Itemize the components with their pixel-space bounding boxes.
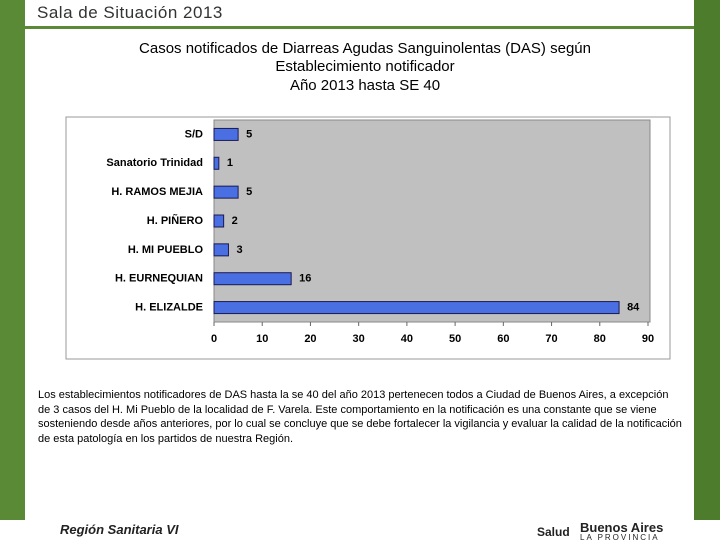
data-label: 2 bbox=[232, 215, 238, 227]
x-tick-label: 20 bbox=[304, 333, 316, 345]
x-tick-label: 30 bbox=[353, 333, 365, 345]
chart-subtitle: Año 2013 hasta SE 40 bbox=[289, 77, 441, 94]
bar bbox=[213, 301, 620, 315]
x-tick-label: 80 bbox=[594, 333, 606, 345]
chart-title: Casos notificados de Diarreas Agudas San… bbox=[139, 40, 591, 75]
data-label: 5 bbox=[246, 186, 252, 198]
bar bbox=[213, 214, 225, 228]
x-tick-label: 90 bbox=[642, 333, 654, 345]
data-label: 84 bbox=[627, 301, 640, 313]
bar bbox=[213, 185, 239, 199]
bar bbox=[213, 156, 220, 170]
y-tick-label: H. ELIZALDE bbox=[135, 301, 203, 313]
y-tick-label: H. EURNEQUIAN bbox=[115, 273, 203, 285]
data-label: 3 bbox=[236, 244, 242, 256]
bar bbox=[213, 243, 229, 257]
header-title: Sala de Situación 2013 bbox=[37, 3, 223, 22]
y-tick-label: S/D bbox=[185, 128, 203, 140]
plot-area bbox=[213, 119, 651, 323]
bar bbox=[213, 127, 239, 141]
footer-province: Buenos Aires bbox=[580, 520, 664, 535]
bar bbox=[213, 272, 292, 286]
x-tick-label: 70 bbox=[545, 333, 557, 345]
right-band bbox=[694, 0, 720, 520]
paragraph: Los establecimientos notificadores de DA… bbox=[38, 389, 682, 445]
x-tick-label: 60 bbox=[497, 333, 509, 345]
left-band bbox=[0, 0, 25, 520]
x-tick-label: 10 bbox=[256, 333, 268, 345]
x-tick-label: 40 bbox=[401, 333, 413, 345]
y-tick-label: H. MI PUEBLO bbox=[128, 244, 204, 256]
x-tick-label: 50 bbox=[449, 333, 461, 345]
y-tick-label: H. PIÑERO bbox=[147, 214, 204, 227]
data-label: 1 bbox=[227, 157, 233, 169]
x-tick-label: 0 bbox=[211, 333, 217, 345]
footer-province-sub: LA PROVINCIA bbox=[580, 533, 660, 542]
header-rule bbox=[25, 26, 694, 29]
y-tick-label: Sanatorio Trinidad bbox=[106, 157, 203, 169]
data-label: 16 bbox=[299, 273, 311, 285]
data-label: 5 bbox=[246, 128, 252, 140]
y-tick-label: H. RAMOS MEJIA bbox=[111, 186, 203, 198]
footer-region: Región Sanitaria VI bbox=[60, 522, 179, 537]
footer-ministry: Salud bbox=[537, 525, 570, 539]
